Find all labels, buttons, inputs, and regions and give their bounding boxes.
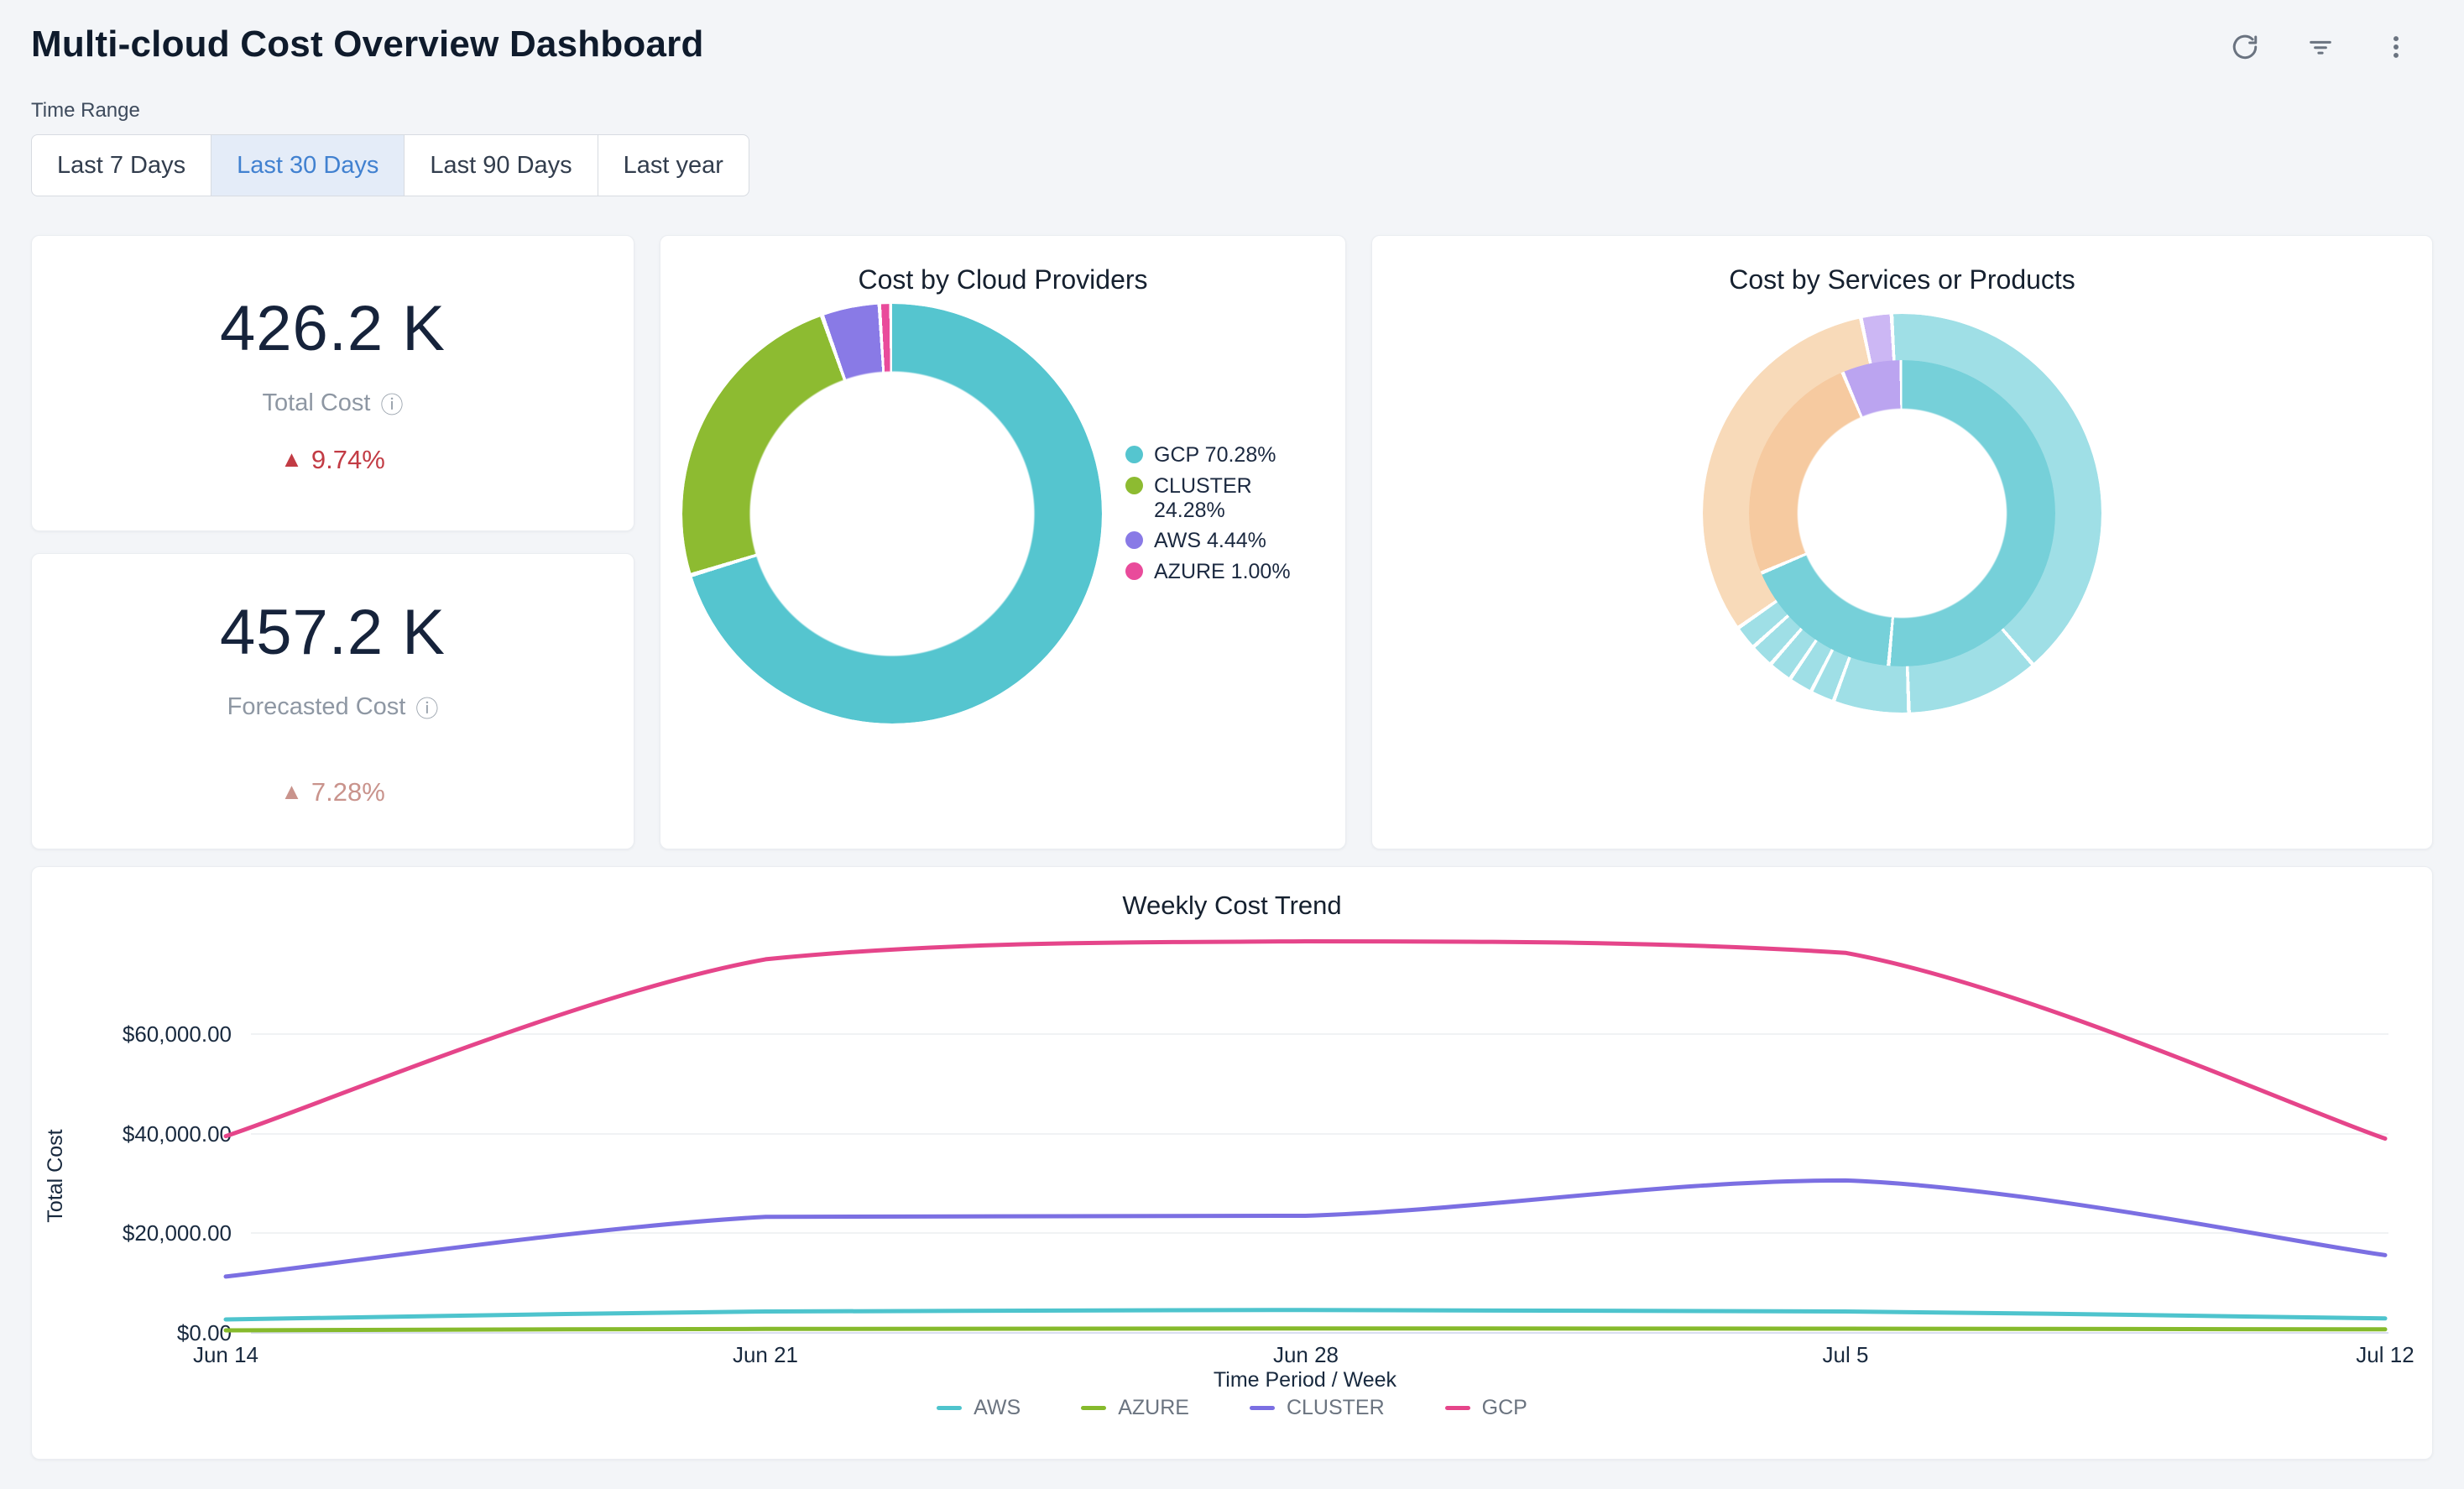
y-tick-label: $0.00 — [177, 1320, 232, 1345]
total-cost-delta-value: 9.74% — [311, 444, 385, 474]
forecasted-cost-label-row: Forecasted Cost ⓘ — [227, 691, 439, 724]
legend-label: AZURE 1.00% — [1154, 560, 1291, 584]
sunburst-inner-ring — [1749, 360, 2055, 666]
kebab-menu-icon — [2382, 33, 2410, 61]
info-icon[interactable]: ⓘ — [415, 696, 439, 722]
legend-item-gcp[interactable]: GCP 70.28% — [1125, 443, 1297, 468]
legend-label: AWS — [974, 1396, 1021, 1419]
legend-item-azure[interactable]: AZURE — [1081, 1396, 1189, 1420]
total-cost-label: Total Cost — [262, 389, 371, 416]
legend-item-aws[interactable]: AWS 4.44% — [1125, 529, 1297, 553]
kpi-column: 426.2 K Total Cost ⓘ ▲ 9.74% 457.2 K For… — [31, 235, 634, 849]
trend-line-gcp[interactable] — [223, 939, 2388, 1141]
legend-dot — [1125, 562, 1143, 581]
legend-label: AZURE — [1118, 1396, 1189, 1419]
info-icon[interactable]: ⓘ — [380, 392, 404, 418]
trend-line-aws[interactable] — [223, 1308, 2388, 1322]
legend-swatch — [1249, 1406, 1275, 1410]
page-title: Multi-cloud Cost Overview Dashboard — [31, 24, 704, 65]
time-range-last-30-days[interactable]: Last 30 Days — [211, 135, 405, 196]
forecasted-cost-label: Forecasted Cost — [227, 692, 406, 720]
header: Multi-cloud Cost Overview Dashboard — [31, 0, 2433, 65]
trend-chart-title: Weekly Cost Trend — [1122, 891, 1342, 920]
kebab-menu-button[interactable] — [2379, 30, 2413, 64]
weekly-cost-trend-card: Weekly Cost Trend $60,000.00 $40,000.00 … — [31, 866, 2433, 1460]
header-actions — [2228, 24, 2433, 64]
total-cost-delta: ▲ 9.74% — [280, 445, 385, 475]
providers-chart-body: GCP 70.28% CLUSTER 24.28% AWS 4.44% AZUR… — [660, 304, 1345, 724]
providers-chart-title: Cost by Cloud Providers — [858, 264, 1148, 295]
forecasted-cost-card: 457.2 K Forecasted Cost ⓘ ▲ 7.28% — [31, 553, 634, 849]
forecasted-cost-value: 457.2 K — [220, 596, 446, 668]
cost-by-cloud-providers-card: Cost by Cloud Providers GCP 70.28% CLUST… — [660, 235, 1346, 849]
total-cost-value: 426.2 K — [220, 292, 446, 364]
trend-series — [223, 939, 2388, 1333]
forecasted-cost-delta: ▲ 7.28% — [280, 777, 385, 807]
delta-up-icon: ▲ — [280, 779, 303, 804]
legend-label: GCP 70.28% — [1154, 443, 1276, 468]
legend-swatch — [937, 1406, 963, 1410]
time-range-button-group: Last 7 Days Last 30 Days Last 90 Days La… — [31, 134, 749, 196]
x-tick-label: Jun 21 — [733, 1342, 798, 1367]
y-tick-label: $60,000.00 — [123, 1021, 232, 1047]
y-tick-label: $40,000.00 — [123, 1121, 232, 1147]
total-cost-label-row: Total Cost ⓘ — [263, 387, 404, 420]
legend-swatch — [1081, 1406, 1107, 1410]
refresh-icon — [2231, 33, 2259, 61]
legend-label: GCP — [1481, 1396, 1527, 1419]
legend-item-azure[interactable]: AZURE 1.00% — [1125, 560, 1297, 584]
cost-by-services-card: Cost by Services or Products — [1371, 235, 2433, 849]
y-tick-label: $20,000.00 — [123, 1220, 232, 1246]
time-range-label: Time Range — [31, 99, 140, 122]
top-row: 426.2 K Total Cost ⓘ ▲ 9.74% 457.2 K For… — [31, 235, 2433, 849]
x-axis-title: Time Period / Week — [1214, 1368, 1397, 1392]
delta-up-icon: ▲ — [280, 447, 303, 472]
refresh-button[interactable] — [2228, 30, 2262, 64]
x-tick-label: Jun 28 — [1273, 1342, 1339, 1367]
trend-line-azure[interactable] — [223, 1326, 2388, 1333]
cloud-providers-donut-chart[interactable] — [682, 304, 1102, 724]
legend-swatch — [1444, 1406, 1470, 1410]
x-tick-label: Jul 12 — [2356, 1342, 2414, 1367]
legend-item-gcp[interactable]: GCP — [1444, 1396, 1527, 1420]
legend-item-cluster[interactable]: CLUSTER — [1249, 1396, 1385, 1420]
time-range-last-90-days[interactable]: Last 90 Days — [405, 135, 598, 196]
y-axis-title: Total Cost — [47, 1129, 67, 1222]
legend-dot — [1125, 446, 1143, 464]
legend-label: CLUSTER 24.28% — [1154, 473, 1252, 522]
providers-legend: GCP 70.28% CLUSTER 24.28% AWS 4.44% AZUR… — [1125, 436, 1297, 591]
x-tick-label: Jun 14 — [193, 1342, 258, 1367]
filter-button[interactable] — [2304, 30, 2337, 64]
x-tick-label: Jul 5 — [1823, 1342, 1869, 1367]
legend-item-aws[interactable]: AWS — [937, 1396, 1021, 1420]
legend-dot — [1125, 531, 1143, 550]
legend-label: CLUSTER — [1286, 1396, 1385, 1419]
time-range-last-year[interactable]: Last year — [598, 135, 749, 196]
services-chart-title: Cost by Services or Products — [1729, 264, 2075, 295]
trend-legend: AWS AZURE CLUSTER GCP — [47, 1396, 2417, 1420]
time-range-controls: Time Range Last 7 Days Last 30 Days Last… — [31, 99, 2433, 196]
gridlines — [251, 1033, 2388, 1334]
forecasted-cost-delta-value: 7.28% — [311, 776, 385, 807]
legend-label: AWS 4.44% — [1154, 529, 1266, 553]
filter-icon — [2306, 33, 2335, 61]
legend-dot — [1125, 476, 1143, 494]
trend-line-cluster[interactable] — [223, 1178, 2388, 1279]
x-axis: Jun 14 Jun 21 Jun 28 Jul 5 Jul 12 — [193, 1342, 2414, 1367]
services-sunburst-chart[interactable] — [1703, 314, 2101, 713]
total-cost-card: 426.2 K Total Cost ⓘ ▲ 9.74% — [31, 235, 634, 531]
y-axis: $60,000.00 $40,000.00 $20,000.00 $0.00 — [123, 1021, 232, 1345]
weekly-cost-trend-chart[interactable]: $60,000.00 $40,000.00 $20,000.00 $0.00 T… — [47, 924, 2419, 1394]
time-range-last-7-days[interactable]: Last 7 Days — [32, 135, 212, 196]
legend-item-cluster[interactable]: CLUSTER 24.28% — [1125, 474, 1297, 523]
